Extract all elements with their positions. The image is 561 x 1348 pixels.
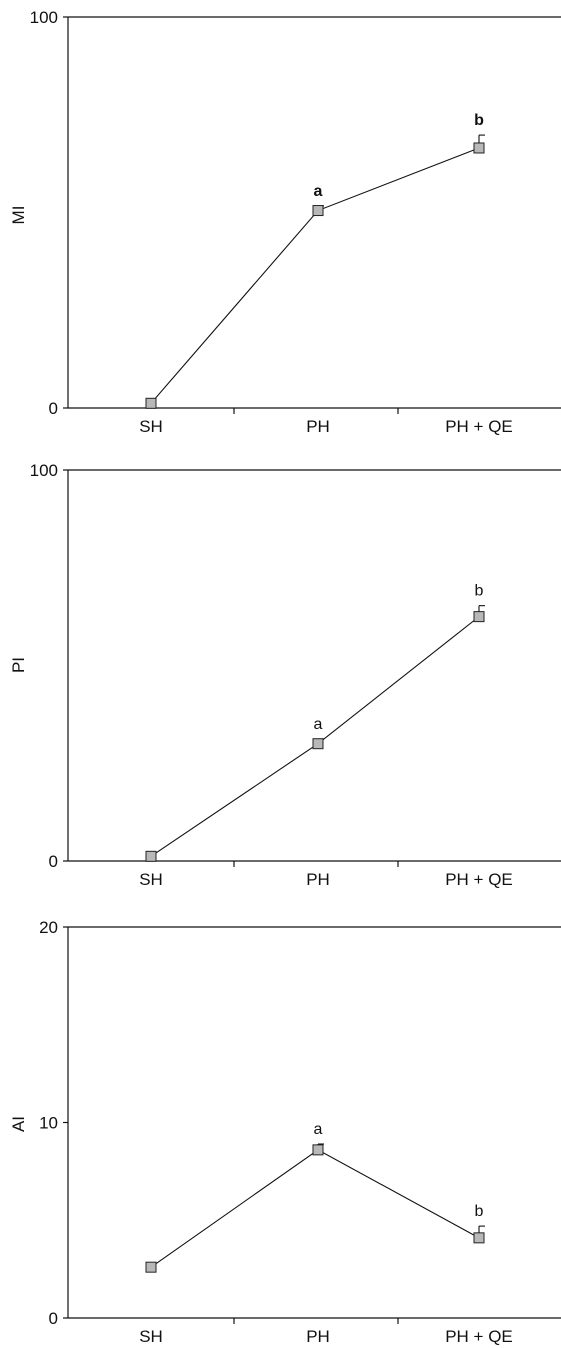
chart-1-y-tick-label: 0 [49, 399, 58, 418]
chart-3-data-point [473, 1232, 485, 1244]
chart-3-significance-label: b [475, 1203, 484, 1220]
chart-1-significance-label: a [314, 183, 323, 200]
chart-1-x-tick-label: PH [306, 417, 330, 436]
chart-3-x-tick-label: PH [306, 1327, 330, 1346]
chart-2-x-tick-label: PH + QE [445, 870, 513, 889]
chart-1-data-point [145, 397, 157, 409]
chart-3-series-line [150, 1149, 480, 1268]
chart-2-x-tick-label: PH [306, 870, 330, 889]
chart-2-data-point [312, 738, 324, 750]
chart-1-x-tick-label: PH + QE [445, 417, 513, 436]
chart-1-significance-label: b [474, 112, 484, 129]
chart-3-data-point [312, 1144, 324, 1156]
chart-3-y-axis-title: AI [9, 1116, 28, 1132]
chart-2-significance-label: b [475, 583, 484, 600]
chart-3-data-point [145, 1261, 157, 1273]
chart-2-data-point [145, 850, 157, 862]
chart-2-y-tick-label: 0 [49, 852, 58, 871]
chart-3-x-tick-label: PH + QE [445, 1327, 513, 1346]
chart-1-x-tick-label: SH [139, 417, 163, 436]
chart-1-y-tick-label: 100 [30, 8, 58, 27]
chart-1-data-point [473, 142, 485, 154]
chart-2-x-tick-label: SH [139, 870, 163, 889]
chart-1-data-point [312, 205, 324, 217]
chart-1-y-axis-title: MI [9, 206, 28, 225]
chart-2-series-line [150, 616, 480, 857]
chart-2-significance-label: a [314, 716, 323, 733]
chart-3-y-tick-label: 0 [49, 1309, 58, 1328]
chart-3-y-tick-label: 20 [39, 918, 58, 937]
chart-2-data-point [473, 611, 485, 623]
chart-3-significance-label: a [314, 1121, 323, 1138]
chart-3-y-tick-label: 10 [39, 1114, 58, 1133]
chart-2-y-axis-title: PI [9, 657, 28, 673]
chart-3-x-tick-label: SH [139, 1327, 163, 1346]
chart-2-y-tick-label: 100 [30, 461, 58, 480]
